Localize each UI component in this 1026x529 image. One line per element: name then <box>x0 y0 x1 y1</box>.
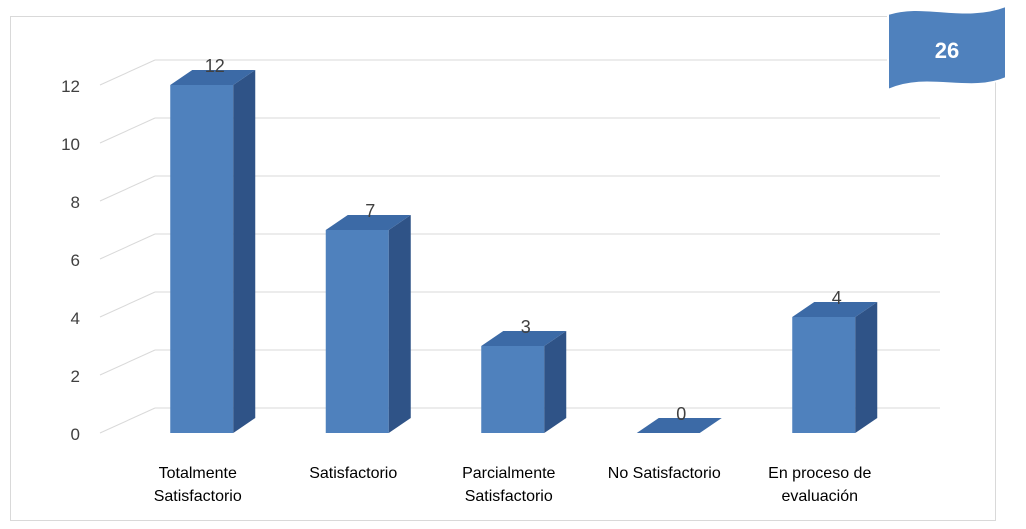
bar-front <box>325 230 389 433</box>
y-tick-label: 4 <box>71 309 80 328</box>
bar-front <box>792 317 856 433</box>
data-label: 7 <box>365 201 375 221</box>
y-tick-label: 2 <box>71 367 80 386</box>
page-number: 26 <box>934 38 960 63</box>
data-labels: 12 7 3 0 4 <box>205 56 842 424</box>
bar-side <box>544 331 567 433</box>
x-tick-label: Totalmente <box>159 465 237 482</box>
bar-side <box>388 215 411 433</box>
page-number-badge <box>887 4 1007 92</box>
bar-top <box>481 331 567 346</box>
x-tick-label: En proceso de <box>768 465 871 482</box>
gridline-diagonal <box>99 175 156 202</box>
data-label: 4 <box>832 288 842 308</box>
gridline-diagonal <box>99 291 156 318</box>
data-label: 3 <box>521 317 531 337</box>
data-label: 12 <box>205 56 225 76</box>
bar-top <box>792 302 878 317</box>
bar-side <box>855 302 878 433</box>
x-tick-label: Parcialmente <box>462 465 555 482</box>
x-tick-label: Satisfactorio <box>154 488 242 505</box>
bar <box>170 70 256 433</box>
y-tick-label: 6 <box>71 251 80 270</box>
gridline-diagonal <box>99 117 156 144</box>
bar-top <box>170 70 256 85</box>
y-tick-label: 12 <box>61 77 80 96</box>
bar <box>481 331 567 433</box>
gridline-diagonal <box>99 59 156 86</box>
bars <box>170 70 878 433</box>
gridline-diagonal <box>99 349 156 376</box>
bar-top <box>325 215 411 230</box>
bar-side <box>233 70 256 433</box>
bar <box>325 215 411 433</box>
gridline-diagonal <box>99 233 156 260</box>
y-tick-label: 8 <box>71 193 80 212</box>
y-axis-tick-labels: 0 2 4 6 8 10 12 <box>61 77 80 444</box>
gridline-diagonal <box>99 407 156 434</box>
x-tick-label: No Satisfactorio <box>608 465 721 482</box>
data-label: 0 <box>676 404 686 424</box>
bar-top <box>636 418 722 433</box>
x-tick-label: Satisfactorio <box>465 488 553 505</box>
bar-front <box>170 85 234 433</box>
gridlines <box>99 59 940 434</box>
y-tick-label: 10 <box>61 135 80 154</box>
x-tick-label: evaluación <box>782 488 859 505</box>
bar <box>792 302 878 433</box>
bar <box>636 418 722 433</box>
y-tick-label: 0 <box>71 425 80 444</box>
bar-front <box>481 346 545 433</box>
x-tick-label: Satisfactorio <box>309 465 397 482</box>
x-axis-category-labels: Totalmente Satisfactorio Satisfactorio Parc… <box>154 465 872 505</box>
